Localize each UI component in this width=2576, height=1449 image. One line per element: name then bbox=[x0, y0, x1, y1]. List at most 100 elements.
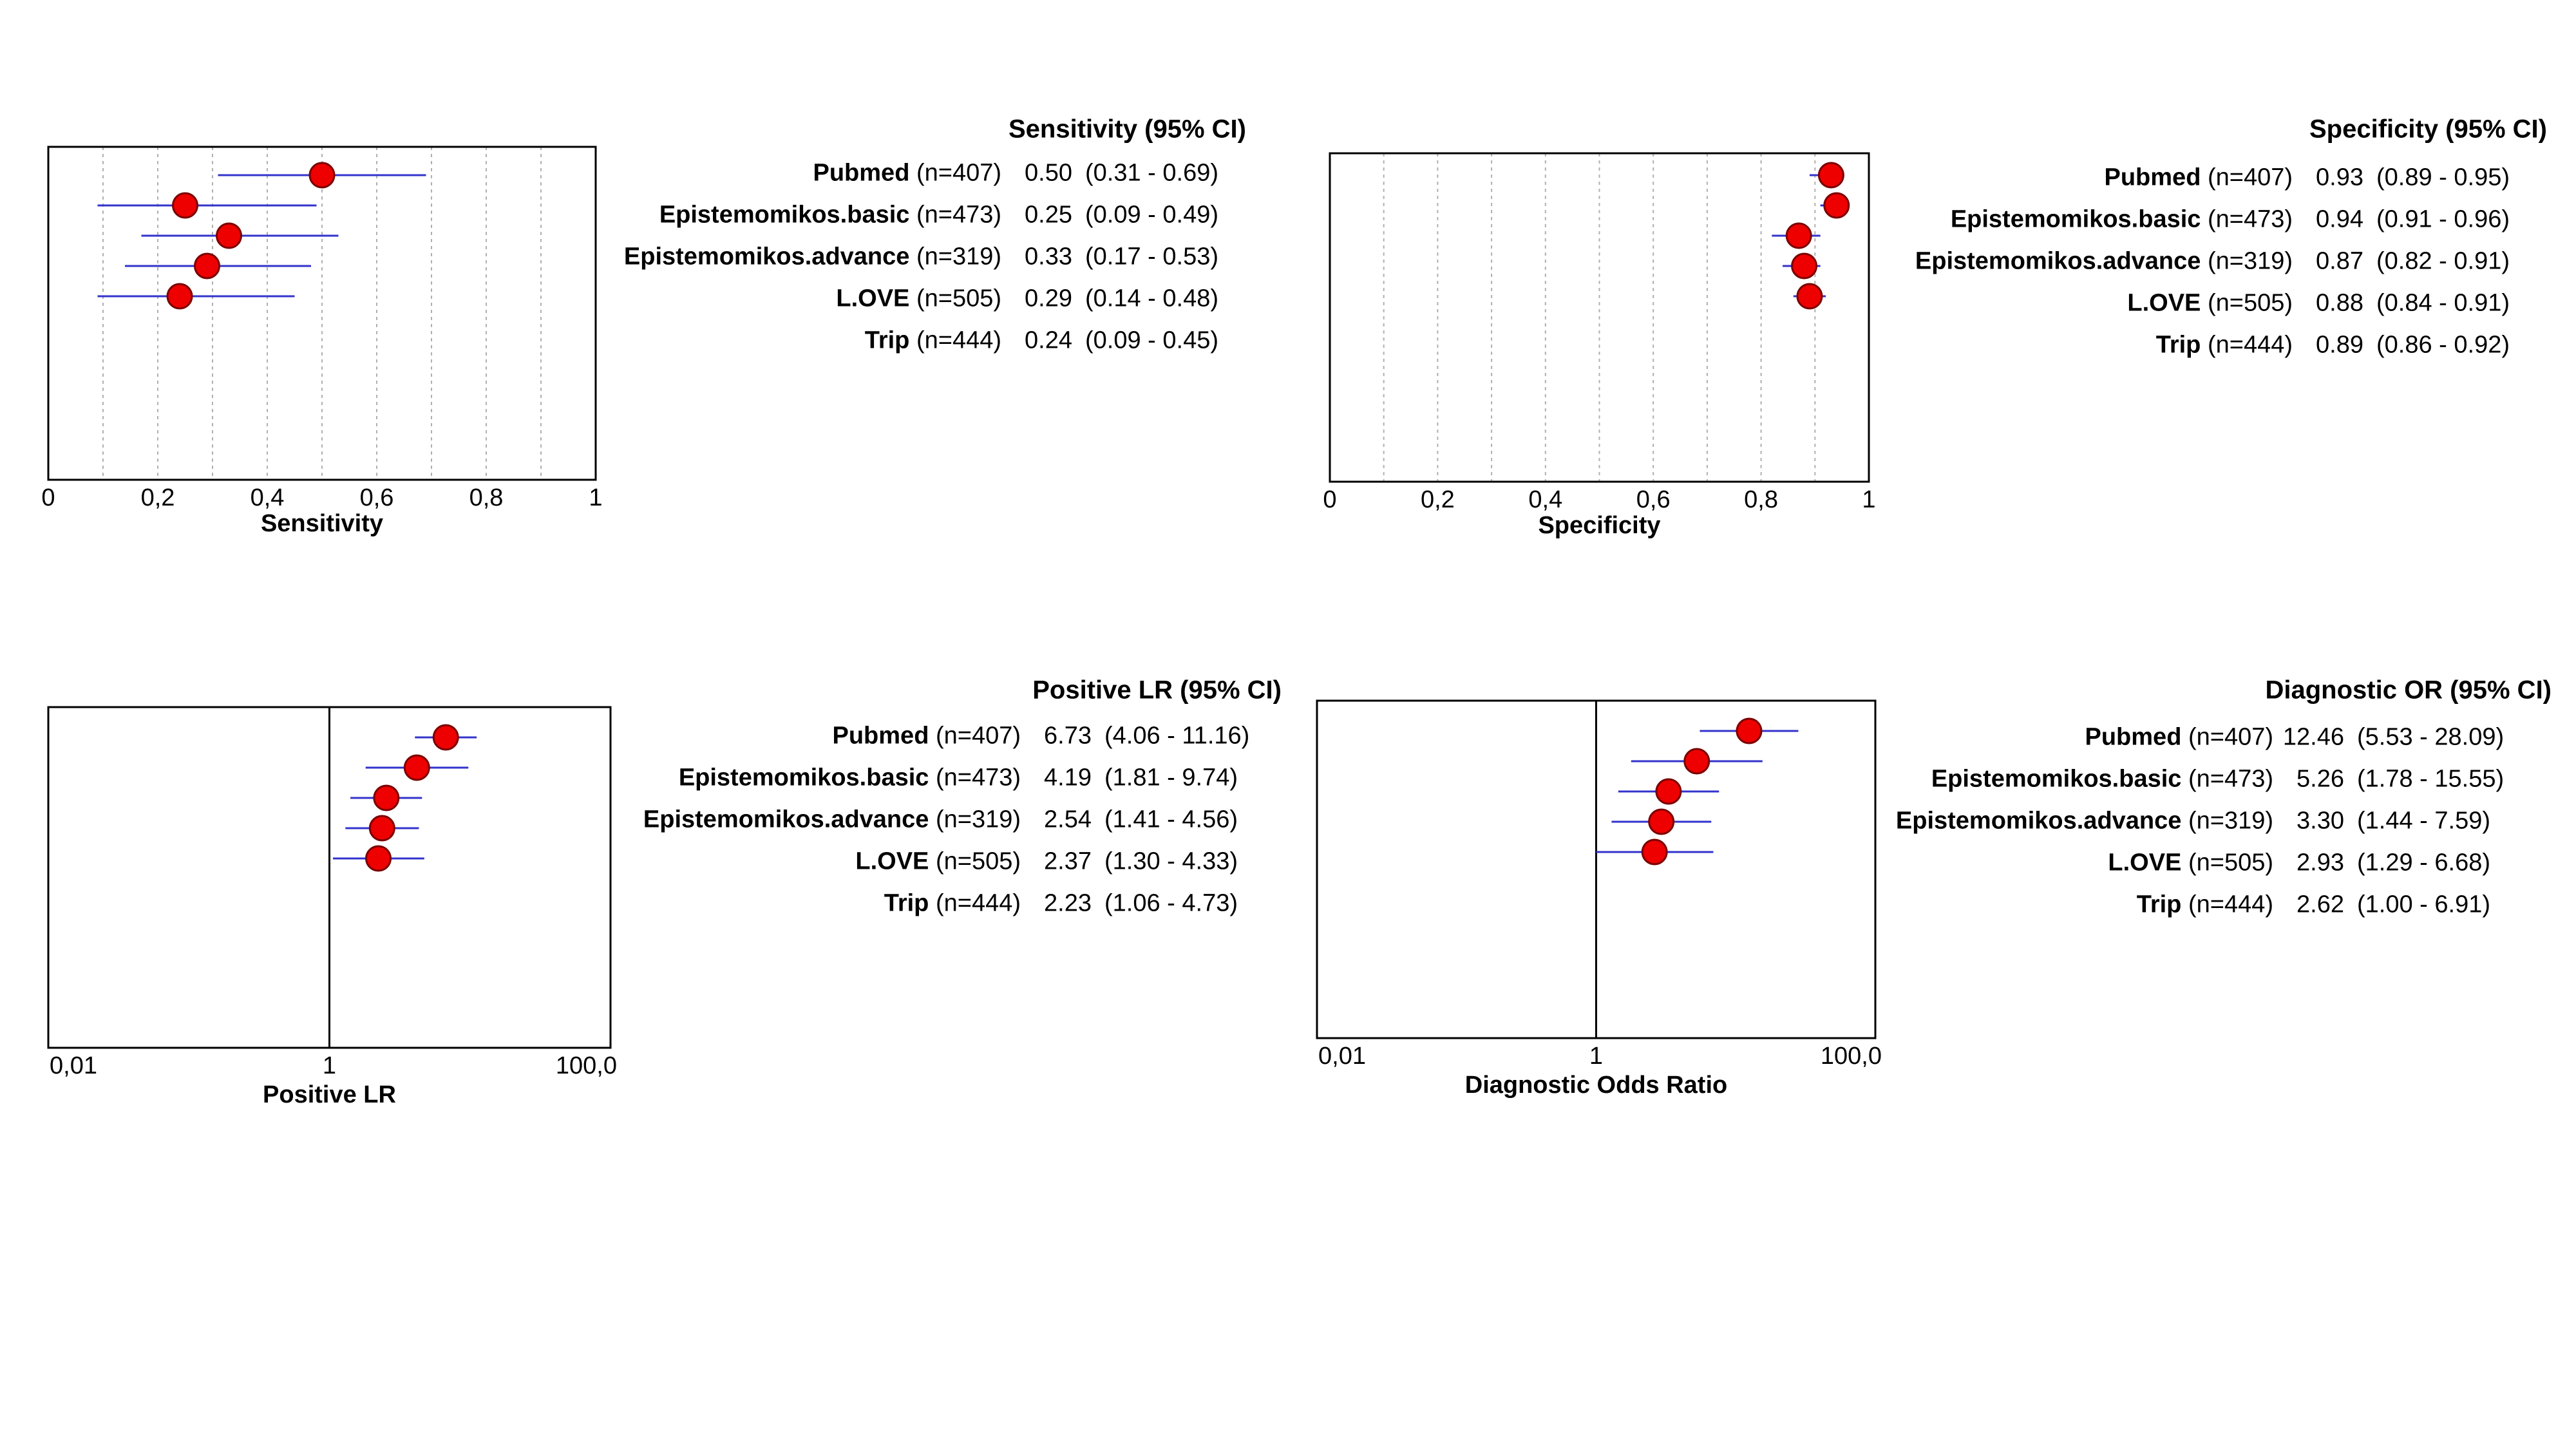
value-label: 2.37 bbox=[1044, 848, 1092, 875]
plot-frame bbox=[1316, 699, 1877, 1039]
study-label: Epistemomikos.basic (n=473) bbox=[1951, 205, 2293, 232]
point-estimate bbox=[432, 724, 459, 751]
study-label: L.OVE (n=505) bbox=[855, 848, 1021, 875]
value-label: 0.33 bbox=[1025, 243, 1072, 270]
ci-label: (1.41 - 4.56) bbox=[1104, 806, 1238, 833]
tick-label: 0,01 bbox=[1318, 1043, 1366, 1070]
value-label: 0.93 bbox=[2316, 164, 2363, 191]
tick-label: 0,2 bbox=[1421, 486, 1455, 513]
study-label: Epistemomikos.advance (n=319) bbox=[624, 243, 1001, 270]
table-title: Specificity (95% CI) bbox=[2309, 115, 2547, 143]
ci-label: (1.06 - 4.73) bbox=[1104, 889, 1238, 916]
ci-label: (0.84 - 0.91) bbox=[2376, 289, 2510, 316]
point-estimate bbox=[1823, 192, 1850, 219]
ci-label: (0.09 - 0.45) bbox=[1085, 327, 1218, 354]
ci-label: (0.17 - 0.53) bbox=[1085, 243, 1218, 270]
point-estimate bbox=[1641, 838, 1668, 866]
point-estimate bbox=[194, 252, 220, 279]
tick-label: 0,8 bbox=[1744, 486, 1778, 513]
ci-label: (1.00 - 6.91) bbox=[2357, 891, 2490, 918]
point-estimate bbox=[172, 192, 198, 219]
table-title: Diagnostic OR (95% CI) bbox=[2265, 676, 2552, 704]
ci-label: (1.78 - 15.55) bbox=[2357, 765, 2504, 792]
tick-label: 1 bbox=[1862, 486, 1875, 513]
point-estimate bbox=[1817, 162, 1844, 189]
value-label: 2.93 bbox=[2297, 849, 2344, 876]
study-label: Epistemomikos.basic (n=473) bbox=[659, 201, 1001, 228]
study-label: L.OVE (n=505) bbox=[836, 285, 1001, 312]
point-estimate bbox=[216, 222, 242, 249]
tick-label: 0,6 bbox=[360, 484, 394, 511]
study-label: L.OVE (n=505) bbox=[2108, 849, 2273, 876]
ci-label: (0.89 - 0.95) bbox=[2376, 164, 2510, 191]
study-label: Trip (n=444) bbox=[2156, 331, 2293, 358]
ci-label: (1.44 - 7.59) bbox=[2357, 807, 2490, 834]
ci-label: (0.86 - 0.92) bbox=[2376, 331, 2510, 358]
study-label: Trip (n=444) bbox=[884, 889, 1021, 916]
table-title: Positive LR (95% CI) bbox=[1032, 676, 1282, 704]
value-label: 2.23 bbox=[1044, 889, 1092, 916]
value-label: 4.19 bbox=[1044, 764, 1092, 791]
point-estimate bbox=[1736, 717, 1763, 744]
study-label: Epistemomikos.basic (n=473) bbox=[1931, 765, 2273, 792]
x-axis-label: Diagnostic Odds Ratio bbox=[1465, 1072, 1727, 1099]
study-label: Pubmed (n=407) bbox=[2105, 164, 2293, 191]
value-label: 6.73 bbox=[1044, 722, 1092, 749]
value-label: 0.88 bbox=[2316, 289, 2363, 316]
ci-label: (1.29 - 6.68) bbox=[2357, 849, 2490, 876]
study-label: Pubmed (n=407) bbox=[833, 722, 1021, 749]
x-axis-label: Sensitivity bbox=[261, 510, 383, 537]
point-estimate bbox=[1655, 778, 1682, 805]
ci-label: (0.91 - 0.96) bbox=[2376, 205, 2510, 232]
study-label: Epistemomikos.advance (n=319) bbox=[643, 806, 1021, 833]
point-estimate bbox=[368, 815, 395, 842]
study-label: Trip (n=444) bbox=[2137, 891, 2273, 918]
tick-label: 0,4 bbox=[251, 484, 285, 511]
value-label: 0.89 bbox=[2316, 331, 2363, 358]
tick-label: 0,6 bbox=[1636, 486, 1671, 513]
value-label: 0.94 bbox=[2316, 205, 2363, 232]
point-estimate bbox=[1791, 252, 1818, 279]
point-estimate bbox=[1648, 808, 1675, 835]
tick-label: 1 bbox=[1589, 1043, 1603, 1070]
value-label: 2.62 bbox=[2297, 891, 2344, 918]
point-estimate bbox=[1796, 283, 1823, 310]
tick-label: 0,2 bbox=[141, 484, 175, 511]
ci-label: (5.53 - 28.09) bbox=[2357, 723, 2504, 750]
study-label: Pubmed (n=407) bbox=[813, 159, 1002, 186]
value-label: 0.24 bbox=[1025, 327, 1072, 354]
ci-label: (0.31 - 0.69) bbox=[1085, 159, 1218, 186]
point-estimate bbox=[1683, 748, 1710, 775]
plot-frame bbox=[47, 146, 597, 481]
point-estimate bbox=[1785, 222, 1812, 249]
table-title: Sensitivity (95% CI) bbox=[1009, 115, 1246, 143]
x-axis-label: Positive LR bbox=[263, 1081, 396, 1108]
value-label: 12.46 bbox=[2283, 723, 2344, 750]
tick-label: 0 bbox=[1323, 486, 1336, 513]
ci-label: (0.82 - 0.91) bbox=[2376, 247, 2510, 274]
study-label: L.OVE (n=505) bbox=[2127, 289, 2293, 316]
study-label: Epistemomikos.advance (n=319) bbox=[1896, 807, 2273, 834]
tick-label: 100,0 bbox=[1821, 1043, 1882, 1070]
value-label: 2.54 bbox=[1044, 806, 1092, 833]
x-axis-label: Specificity bbox=[1538, 512, 1660, 539]
tick-label: 100,0 bbox=[556, 1052, 617, 1079]
tick-label: 0 bbox=[41, 484, 55, 511]
ci-label: (0.09 - 0.49) bbox=[1085, 201, 1218, 228]
point-estimate bbox=[365, 845, 392, 872]
point-estimate bbox=[166, 283, 193, 310]
plot-frame bbox=[47, 706, 612, 1049]
study-label: Epistemomikos.advance (n=319) bbox=[1915, 247, 2293, 274]
point-estimate bbox=[373, 784, 400, 811]
plot-frame bbox=[1329, 152, 1870, 483]
ci-label: (1.30 - 4.33) bbox=[1104, 848, 1238, 875]
study-label: Trip (n=444) bbox=[865, 327, 1001, 354]
value-label: 0.25 bbox=[1025, 201, 1072, 228]
study-label: Epistemomikos.basic (n=473) bbox=[679, 764, 1021, 791]
tick-label: 1 bbox=[589, 484, 602, 511]
